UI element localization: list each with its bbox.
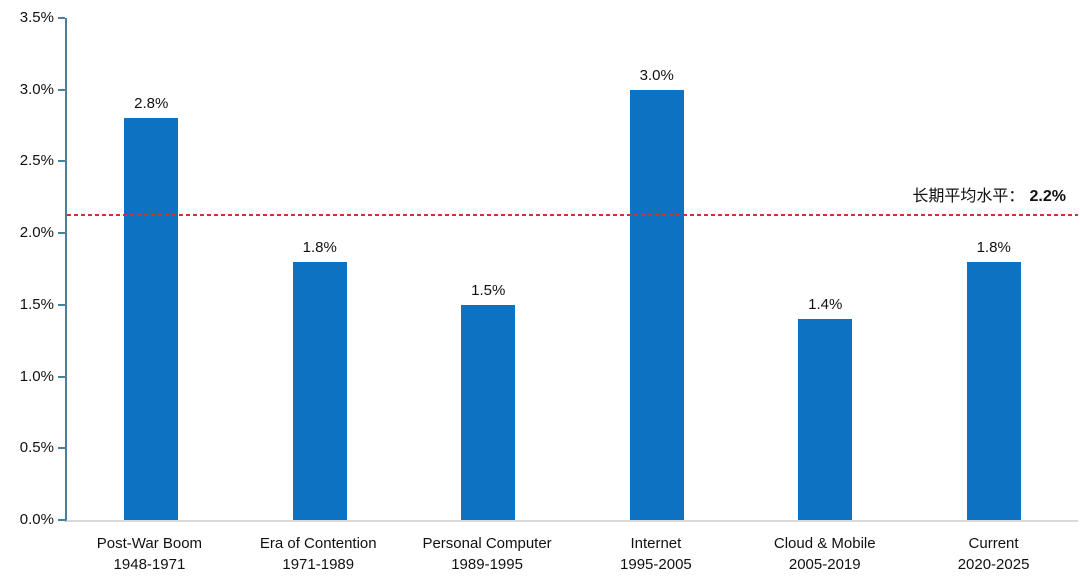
x-category-label: Post-War Boom 1948-1971 xyxy=(65,533,234,575)
x-category-label: Personal Computer 1989-1995 xyxy=(403,533,572,575)
bar-series: 2.8% 1.8% 1.5% 3.0% 1.4% 1.8% xyxy=(67,18,1078,520)
y-tick-label: 0.5% xyxy=(19,439,54,457)
x-category-period: 1995-2005 xyxy=(620,556,692,573)
y-tick-label: 0.0% xyxy=(19,511,54,528)
y-tick-mark xyxy=(58,447,65,450)
bar-value-label: 1.8% xyxy=(976,238,1011,256)
bar xyxy=(292,261,347,520)
x-category-name: Personal Computer xyxy=(422,535,552,552)
bar-slot: 1.8% xyxy=(910,18,1079,520)
x-category-label: Cloud & Mobile 2005-2019 xyxy=(740,533,909,575)
reference-line xyxy=(67,213,1078,216)
bar xyxy=(629,89,684,520)
reference-line-text: 长期平均水平： xyxy=(912,185,1025,205)
x-category-label: Internet 1995-2005 xyxy=(571,533,740,575)
x-category-label: Current 2020-2025 xyxy=(909,533,1078,575)
x-category-period: 1971-1989 xyxy=(282,556,355,573)
y-tick-label: 3.5% xyxy=(19,9,54,26)
y-tick-label: 2.0% xyxy=(19,224,54,242)
y-tick-label: 1.5% xyxy=(19,295,54,313)
x-category-label: Era of Contention 1971-1989 xyxy=(234,533,403,575)
x-category-name: Internet xyxy=(630,535,682,552)
y-tick-mark xyxy=(58,160,65,163)
reference-line-value: 2.2% xyxy=(1029,187,1066,205)
x-category-period: 1948-1971 xyxy=(113,556,186,573)
y-tick-mark xyxy=(58,375,65,378)
bar xyxy=(966,261,1021,520)
bar-value-label: 2.8% xyxy=(134,95,169,113)
x-category-period: 2020-2025 xyxy=(957,556,1030,573)
y-tick-label: 3.0% xyxy=(19,80,54,98)
x-category-name: Cloud & Mobile xyxy=(773,535,876,552)
y-tick-mark xyxy=(58,88,65,91)
bar-slot: 3.0% xyxy=(573,18,742,520)
y-tick-mark xyxy=(58,519,65,521)
bar xyxy=(798,319,853,520)
y-tick-mark xyxy=(58,303,65,306)
y-tick-label: 1.0% xyxy=(19,367,54,385)
x-axis-labels: Post-War Boom 1948-1971 Era of Contention 1… xyxy=(65,533,1078,575)
x-category-period: 1989-1995 xyxy=(451,556,523,573)
bar-value-label: 3.0% xyxy=(639,66,674,84)
bar xyxy=(461,304,516,520)
x-category-period: 2005-2019 xyxy=(788,556,861,573)
y-tick-label: 2.5% xyxy=(19,152,54,170)
x-category-name: Era of Contention xyxy=(259,535,377,552)
bar-value-label: 1.4% xyxy=(808,296,843,314)
y-tick-mark xyxy=(58,17,65,19)
y-tick-mark xyxy=(58,232,65,235)
x-category-name: Current xyxy=(968,535,1019,552)
bar-value-label: 1.5% xyxy=(471,281,506,299)
bar-value-label: 1.8% xyxy=(302,238,337,256)
bar xyxy=(124,118,179,520)
plot-area: 0.0% 0.5% 1.0% 1.5% 2.0% 2.5% 3.0% 3.5% 2.8% 1.8… xyxy=(20,9,1078,528)
x-category-name: Post-War Boom xyxy=(96,535,203,552)
bar-slot: 1.5% xyxy=(404,18,573,520)
reference-line-label: 长期平均水平： 2.2% xyxy=(912,182,1066,206)
bar-slot: 1.4% xyxy=(741,18,910,520)
bar-slot: 2.8% xyxy=(67,18,236,520)
bar-slot: 1.8% xyxy=(236,18,405,520)
